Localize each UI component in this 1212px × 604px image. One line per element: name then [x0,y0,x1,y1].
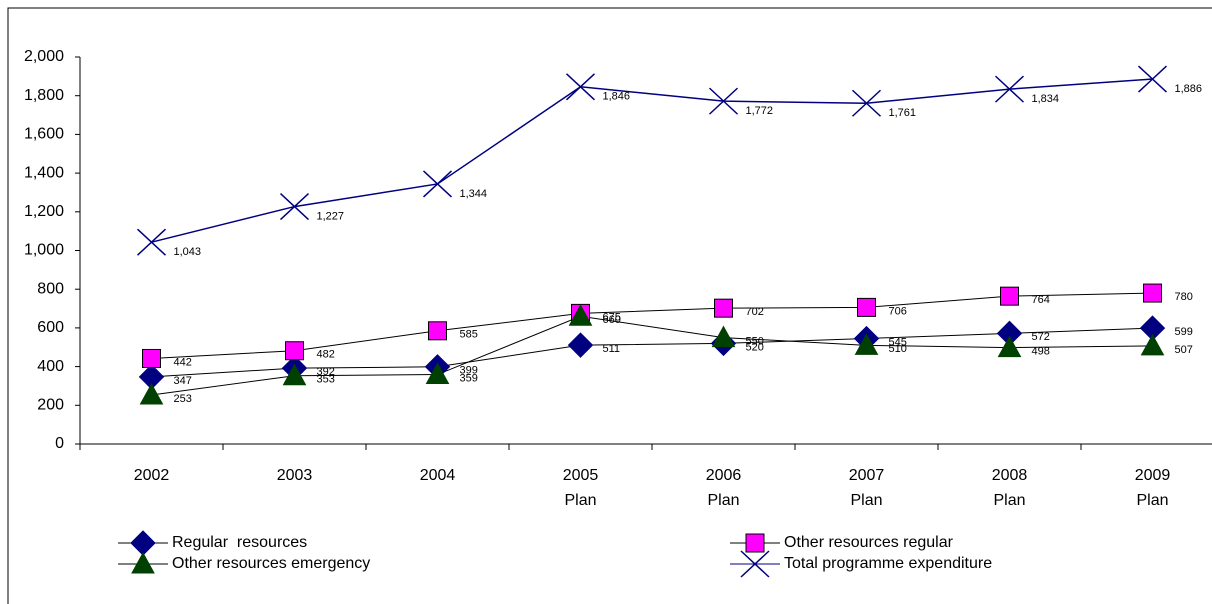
marker-x [565,73,596,101]
data-label: 253 [174,393,192,405]
data-label: 347 [174,375,192,387]
data-label: 353 [317,374,335,386]
data-label: 1,761 [889,107,917,119]
marker-square [857,297,876,317]
marker-x [422,170,453,198]
marker-square [1143,283,1162,303]
data-label: 1,846 [603,91,631,103]
marker-x [708,87,739,115]
marker-triangle [282,363,307,386]
x-tick-label: 2005 Plan [563,467,599,509]
marker-square [1000,286,1019,306]
y-tick-label: 1,000 [24,242,64,259]
series-line [151,315,1153,396]
data-label: 675 [603,311,621,323]
x-tick-label: 2002 [134,467,170,484]
marker-x [740,550,770,578]
series-line [151,78,1153,243]
legend-label: Regular resources [172,534,307,551]
data-label: 507 [1175,344,1193,356]
data-label: 359 [460,372,478,384]
y-tick-label: 800 [37,280,64,297]
data-label: 660 [603,314,621,326]
y-tick-label: 1,200 [24,203,64,220]
x-tick-label: 2003 [277,467,313,484]
marker-square [285,341,304,361]
marker-x [279,193,310,221]
data-label: 1,886 [1175,83,1203,95]
data-label: 550 [746,335,764,347]
marker-square [714,298,733,318]
data-label: 482 [317,349,335,361]
x-tick-label: 2007 Plan [849,467,885,509]
marker-triangle [854,333,879,355]
x-tick-label: 2006 Plan [706,467,742,509]
data-label: 520 [746,341,764,353]
legend-label: Other resources emergency [172,555,370,572]
marker-x [851,89,882,117]
data-label: 510 [889,343,907,355]
marker-triangle [711,325,736,348]
data-label: 780 [1175,291,1193,303]
data-label: 1,344 [460,188,488,200]
marker-square [745,533,765,553]
marker-square [142,348,161,368]
data-label: 442 [174,356,192,368]
data-label: 511 [603,343,621,355]
data-label: 392 [317,366,335,378]
marker-x [136,228,167,256]
data-label: 1,834 [1032,93,1060,105]
y-tick-label: 2,000 [24,48,64,65]
data-label: 399 [460,365,478,377]
marker-diamond [567,332,594,358]
marker-x [1137,65,1168,93]
chart-frame [7,7,1212,604]
marker-triangle [568,304,593,326]
marker-triangle [425,362,450,385]
data-label: 498 [1032,346,1050,358]
data-label: 764 [1032,294,1050,306]
data-label: 585 [460,329,478,341]
marker-triangle [139,383,164,405]
y-tick-label: 200 [37,397,64,414]
data-label: 1,772 [746,105,774,117]
marker-square [428,321,447,341]
y-tick-label: 1,400 [24,164,64,181]
marker-triangle [997,335,1022,358]
series-line [151,327,1153,378]
marker-x [994,75,1025,103]
x-tick-label: 2004 [420,467,456,484]
data-label: 1,227 [317,210,345,222]
x-tick-label: 2008 Plan [992,467,1028,509]
data-label: 702 [746,306,764,318]
y-tick-label: 600 [37,319,64,336]
marker-triangle [131,551,155,574]
y-tick-label: 0 [55,435,64,452]
y-tick-label: 1,800 [24,87,64,104]
data-label: 545 [889,336,907,348]
data-label: 706 [889,305,907,317]
x-tick-label: 2009 Plan [1135,467,1171,509]
y-tick-label: 400 [37,358,64,375]
series-line [151,292,1153,359]
data-label: 572 [1032,331,1050,343]
legend-label: Total programme expenditure [784,555,992,572]
y-tick-label: 1,600 [24,126,64,143]
data-label: 1,043 [174,246,202,258]
marker-triangle [1140,333,1165,356]
data-label: 599 [1175,326,1193,338]
legend-label: Other resources regular [784,534,954,551]
